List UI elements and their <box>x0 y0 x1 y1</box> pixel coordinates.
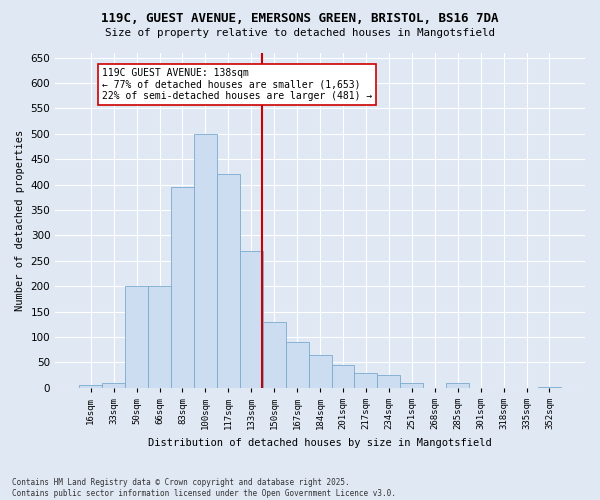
Bar <box>308 355 332 388</box>
Bar <box>377 375 400 388</box>
Bar <box>125 286 148 388</box>
Bar <box>240 250 263 388</box>
Bar <box>400 383 423 388</box>
Bar <box>446 383 469 388</box>
X-axis label: Distribution of detached houses by size in Mangotsfield: Distribution of detached houses by size … <box>148 438 492 448</box>
Bar <box>102 383 125 388</box>
Bar <box>194 134 217 388</box>
Bar <box>79 386 102 388</box>
Text: Contains HM Land Registry data © Crown copyright and database right 2025.
Contai: Contains HM Land Registry data © Crown c… <box>12 478 396 498</box>
Bar <box>286 342 308 388</box>
Bar <box>538 387 561 388</box>
Y-axis label: Number of detached properties: Number of detached properties <box>15 130 25 311</box>
Text: Size of property relative to detached houses in Mangotsfield: Size of property relative to detached ho… <box>105 28 495 38</box>
Bar <box>332 365 355 388</box>
Text: 119C GUEST AVENUE: 138sqm
← 77% of detached houses are smaller (1,653)
22% of se: 119C GUEST AVENUE: 138sqm ← 77% of detac… <box>102 68 373 101</box>
Bar <box>263 322 286 388</box>
Bar <box>148 286 171 388</box>
Bar <box>355 372 377 388</box>
Text: 119C, GUEST AVENUE, EMERSONS GREEN, BRISTOL, BS16 7DA: 119C, GUEST AVENUE, EMERSONS GREEN, BRIS… <box>101 12 499 26</box>
Bar <box>171 187 194 388</box>
Bar <box>217 174 240 388</box>
